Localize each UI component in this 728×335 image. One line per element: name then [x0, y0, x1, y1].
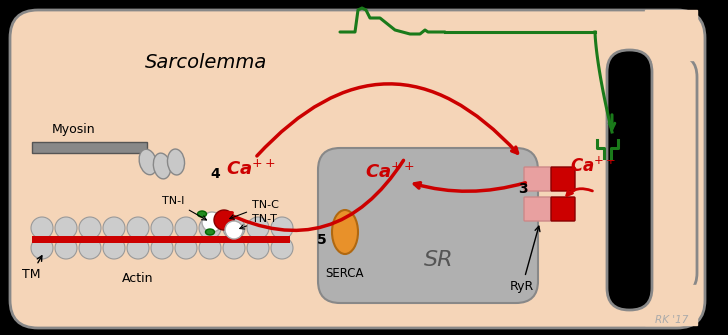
Text: 4: 4	[210, 167, 220, 181]
Text: TN-C: TN-C	[230, 200, 279, 219]
FancyBboxPatch shape	[524, 197, 552, 221]
Ellipse shape	[205, 229, 215, 235]
Ellipse shape	[332, 210, 358, 254]
FancyBboxPatch shape	[10, 10, 705, 328]
Circle shape	[223, 217, 245, 239]
Text: TN-I: TN-I	[162, 196, 207, 220]
Text: RyR: RyR	[510, 226, 540, 293]
Circle shape	[202, 212, 222, 232]
Circle shape	[247, 237, 269, 259]
Text: Actin: Actin	[122, 272, 154, 285]
Bar	[32, 142, 147, 153]
Circle shape	[103, 237, 125, 259]
Circle shape	[103, 217, 125, 239]
Circle shape	[79, 237, 101, 259]
Text: Myosin: Myosin	[52, 123, 95, 136]
Circle shape	[31, 237, 53, 259]
Text: SR: SR	[424, 250, 454, 270]
Bar	[645, 10, 697, 60]
Text: Ca$^{++}$: Ca$^{++}$	[365, 163, 415, 182]
FancyBboxPatch shape	[318, 148, 538, 303]
Ellipse shape	[154, 153, 170, 179]
Text: Ca$^{++}$: Ca$^{++}$	[226, 160, 276, 179]
FancyBboxPatch shape	[645, 55, 697, 295]
Circle shape	[79, 217, 101, 239]
FancyBboxPatch shape	[551, 167, 575, 191]
Circle shape	[127, 217, 149, 239]
Circle shape	[55, 237, 77, 259]
Text: RK '17: RK '17	[655, 315, 689, 325]
Ellipse shape	[197, 211, 207, 217]
Circle shape	[175, 217, 197, 239]
FancyBboxPatch shape	[524, 167, 552, 191]
Circle shape	[271, 237, 293, 259]
Text: Ca$^{++}$: Ca$^{++}$	[570, 157, 616, 176]
Circle shape	[151, 217, 173, 239]
Ellipse shape	[139, 149, 157, 175]
FancyBboxPatch shape	[607, 50, 652, 310]
Circle shape	[127, 237, 149, 259]
Circle shape	[225, 221, 243, 239]
Bar	[32, 236, 290, 243]
Circle shape	[175, 237, 197, 259]
Circle shape	[199, 217, 221, 239]
Bar	[645, 285, 697, 325]
Circle shape	[151, 237, 173, 259]
Text: SERCA: SERCA	[325, 267, 364, 280]
Circle shape	[214, 210, 234, 230]
Circle shape	[247, 217, 269, 239]
FancyBboxPatch shape	[551, 197, 575, 221]
Text: 3: 3	[518, 182, 528, 196]
Circle shape	[199, 237, 221, 259]
Circle shape	[271, 217, 293, 239]
Text: Sarcolemma: Sarcolemma	[145, 53, 267, 72]
Text: TN-T: TN-T	[240, 214, 277, 229]
Text: 5: 5	[317, 233, 327, 247]
Circle shape	[55, 217, 77, 239]
Ellipse shape	[167, 149, 184, 175]
Circle shape	[31, 217, 53, 239]
Text: TM: TM	[22, 256, 42, 281]
Circle shape	[223, 237, 245, 259]
